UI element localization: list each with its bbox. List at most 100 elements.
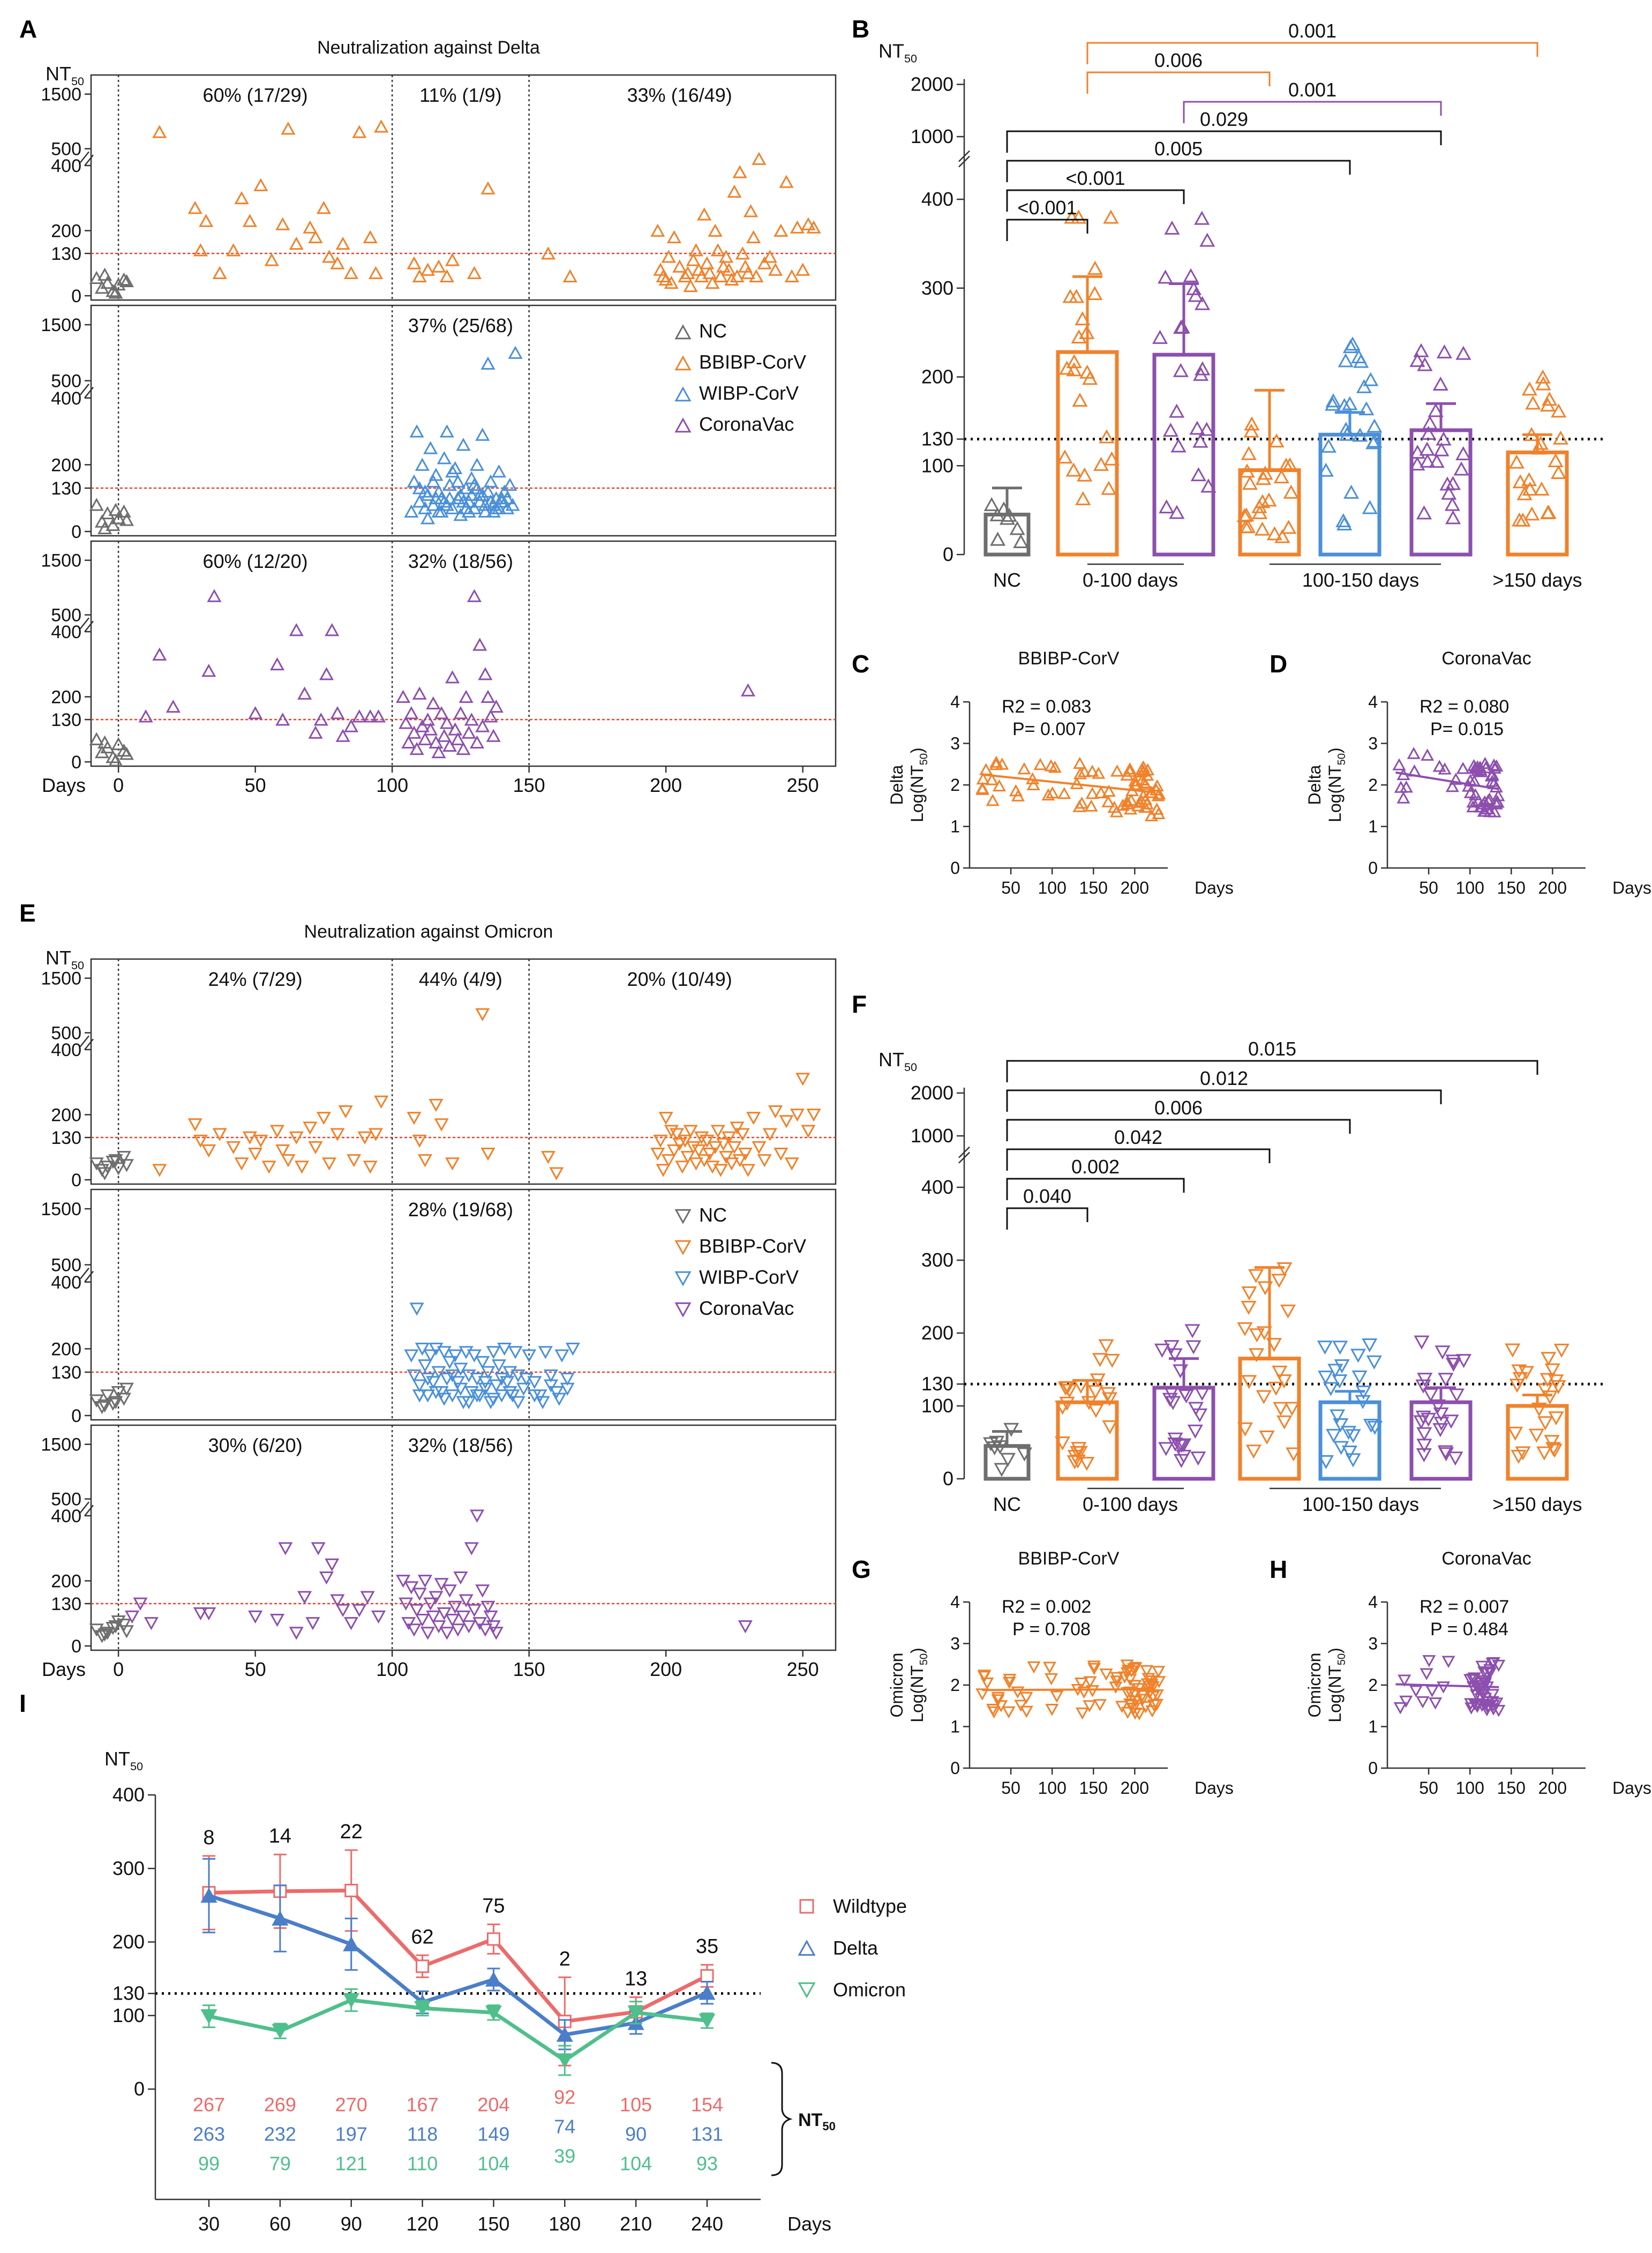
x-axis-label: Days bbox=[1612, 1778, 1651, 1798]
data-point bbox=[431, 1366, 446, 1379]
data-point bbox=[1121, 1687, 1135, 1700]
data-point bbox=[289, 1627, 304, 1640]
data-point bbox=[1144, 809, 1158, 821]
y-tick-label: 4 bbox=[1368, 1592, 1378, 1612]
value-label: 167 bbox=[407, 2093, 439, 2115]
x-tick-label: 90 bbox=[341, 2213, 362, 2235]
data-point bbox=[1352, 428, 1368, 442]
data-point bbox=[426, 696, 441, 710]
data-point bbox=[991, 1691, 1005, 1704]
data-point bbox=[483, 1610, 498, 1624]
data-point bbox=[1174, 1439, 1190, 1453]
r-squared-label: R2 = 0.083 bbox=[1002, 697, 1091, 717]
data-point bbox=[500, 491, 515, 505]
data-point bbox=[1139, 1665, 1154, 1678]
data-point bbox=[1045, 1673, 1058, 1686]
data-point bbox=[562, 269, 577, 282]
y-tick-label: 300 bbox=[921, 1249, 953, 1271]
legend-marker bbox=[798, 1982, 816, 1998]
data-point bbox=[1355, 1385, 1371, 1400]
panel-letter-i: I bbox=[19, 1689, 26, 1717]
value-label: 154 bbox=[691, 2093, 723, 2115]
y-tick-label: 500 bbox=[51, 139, 81, 160]
data-point bbox=[1239, 463, 1255, 478]
data-point bbox=[1139, 1701, 1153, 1713]
data-point bbox=[1366, 433, 1383, 448]
value-label: 269 bbox=[264, 2093, 296, 2115]
data-point bbox=[289, 623, 304, 637]
data-point bbox=[1257, 466, 1273, 480]
y-tick-label: 130 bbox=[51, 1363, 81, 1383]
data-point bbox=[97, 267, 112, 281]
data-point bbox=[478, 1623, 493, 1637]
data-point bbox=[429, 1386, 444, 1399]
x-tick-label: 100 bbox=[1038, 1778, 1066, 1798]
data-point bbox=[500, 1376, 515, 1389]
value-label: 197 bbox=[335, 2123, 367, 2145]
bar bbox=[1409, 428, 1473, 557]
data-point bbox=[363, 1161, 378, 1174]
y-tick-label: 3 bbox=[1368, 1634, 1378, 1653]
data-point bbox=[116, 1619, 131, 1632]
data-point bbox=[297, 686, 312, 700]
data-point bbox=[1430, 1399, 1446, 1414]
x-tick-label: 200 bbox=[650, 1658, 682, 1680]
data-point bbox=[1393, 1702, 1407, 1715]
data-point bbox=[1107, 800, 1121, 813]
data-point bbox=[740, 1164, 756, 1177]
data-point bbox=[1192, 1408, 1208, 1423]
data-point bbox=[480, 181, 495, 194]
data-point bbox=[470, 481, 485, 495]
data-point bbox=[467, 1604, 482, 1618]
value-label: 149 bbox=[477, 2123, 509, 2145]
value-label: 232 bbox=[264, 2123, 296, 2145]
data-point bbox=[1071, 209, 1087, 224]
data-point bbox=[1242, 475, 1258, 490]
data-point bbox=[480, 1600, 495, 1614]
data-point bbox=[1104, 1353, 1120, 1368]
data-point bbox=[1551, 403, 1567, 418]
y-tick-label: 500 bbox=[51, 1255, 81, 1276]
data-point bbox=[429, 1098, 444, 1112]
data-point bbox=[289, 236, 304, 250]
data-point bbox=[275, 217, 290, 230]
data-point bbox=[1164, 220, 1180, 235]
p-value-label: P = 0.484 bbox=[1430, 1619, 1508, 1640]
data-point bbox=[475, 488, 490, 501]
regression-line bbox=[982, 1688, 1155, 1691]
data-point bbox=[519, 1373, 534, 1386]
data-point bbox=[407, 1623, 422, 1637]
data-point bbox=[459, 1594, 474, 1607]
data-point bbox=[1016, 1447, 1033, 1462]
data-point bbox=[991, 1694, 1005, 1706]
x-tick-label: 210 bbox=[620, 2213, 652, 2235]
y-tick-label: 130 bbox=[51, 478, 81, 499]
data-point bbox=[1190, 467, 1206, 482]
data-point bbox=[125, 1610, 140, 1624]
legend-label: NC bbox=[699, 1204, 727, 1226]
data-point bbox=[363, 230, 378, 244]
x-tick-label: 0 bbox=[113, 1658, 124, 1680]
data-point bbox=[399, 1597, 414, 1611]
data-point bbox=[417, 732, 433, 745]
data-point bbox=[980, 1677, 994, 1690]
data-point bbox=[111, 511, 126, 525]
data-point bbox=[1524, 506, 1540, 521]
data-point bbox=[795, 263, 810, 276]
data-point bbox=[1083, 1700, 1097, 1712]
data-point bbox=[1453, 461, 1469, 476]
data-point bbox=[1159, 499, 1175, 514]
data-point bbox=[1392, 758, 1406, 770]
data-point bbox=[416, 1959, 430, 1973]
y-tick-label: 3 bbox=[1368, 734, 1378, 753]
significance-bracket bbox=[1006, 219, 1088, 241]
data-point bbox=[1468, 761, 1482, 774]
significance-bracket bbox=[1006, 160, 1351, 182]
data-point bbox=[1150, 1689, 1164, 1702]
data-point bbox=[311, 1542, 326, 1555]
p-value-label: 0.001 bbox=[1288, 20, 1336, 42]
percent-annotation: 20% (10/49) bbox=[627, 968, 732, 990]
x-axis-label: Days bbox=[1195, 1778, 1234, 1798]
data-point bbox=[686, 1141, 701, 1155]
